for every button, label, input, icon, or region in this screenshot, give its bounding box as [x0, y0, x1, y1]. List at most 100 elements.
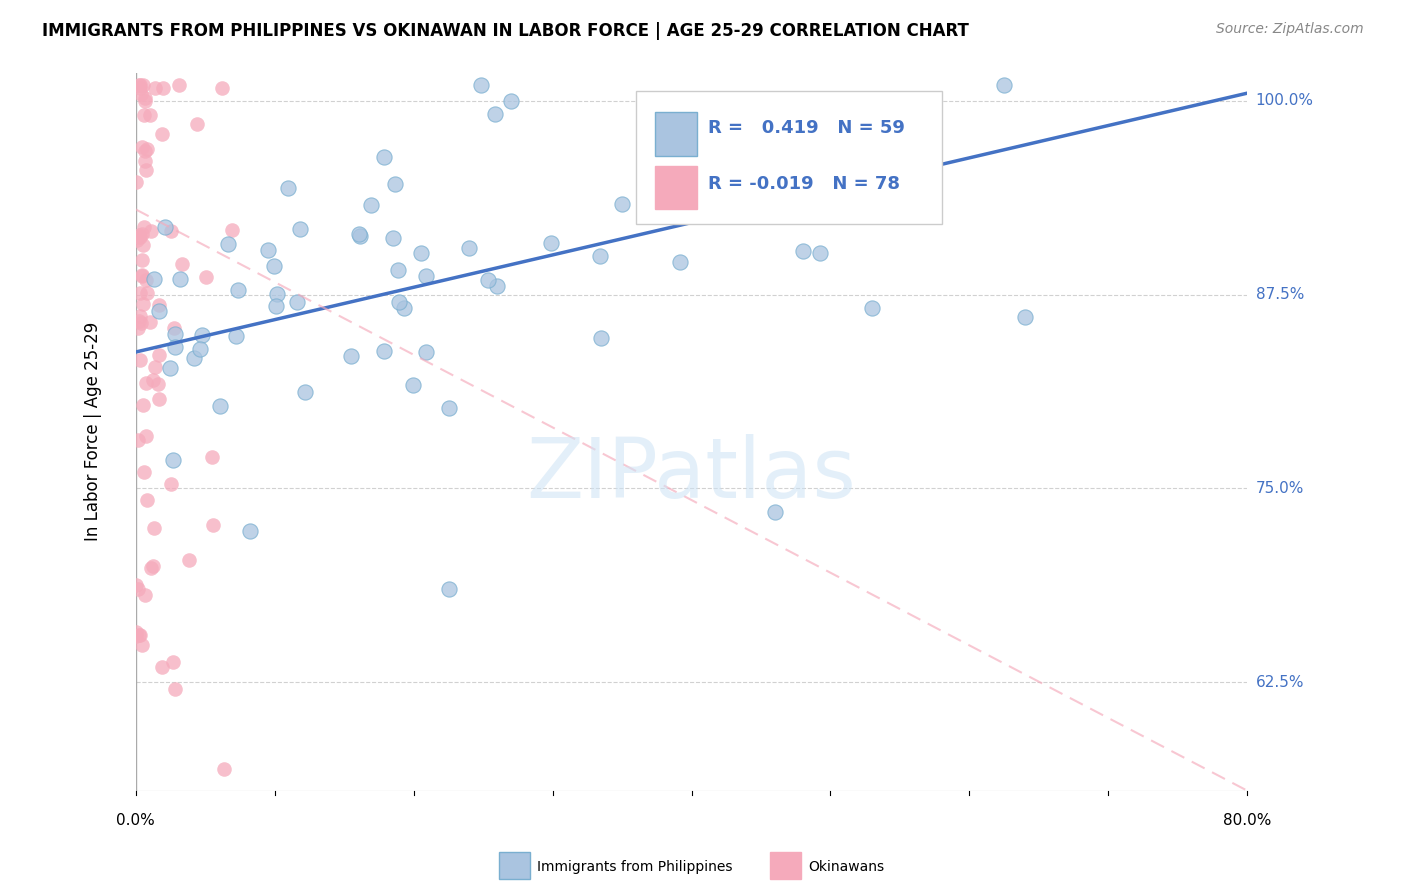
- Point: [159, 477, 181, 491]
- Point: [190, 327, 212, 342]
- Point: [257, 243, 280, 257]
- Point: [226, 283, 249, 297]
- Point: [165, 327, 187, 342]
- Point: [591, 331, 613, 345]
- Point: [349, 228, 371, 243]
- Point: [470, 78, 492, 93]
- Point: [134, 145, 156, 159]
- Point: [143, 272, 166, 286]
- Point: [128, 353, 150, 368]
- Point: [143, 80, 166, 95]
- Point: [148, 392, 170, 406]
- Point: [860, 301, 883, 315]
- Text: 100.0%: 100.0%: [1256, 94, 1313, 109]
- Point: [141, 224, 163, 238]
- Point: [129, 230, 152, 244]
- Point: [340, 349, 363, 363]
- Text: 0.0%: 0.0%: [117, 813, 155, 828]
- Point: [360, 198, 382, 212]
- Point: [135, 429, 157, 443]
- Point: [993, 78, 1015, 93]
- Point: [131, 268, 153, 283]
- Point: [152, 81, 174, 95]
- Point: [128, 628, 150, 642]
- Point: [201, 450, 224, 465]
- Point: [221, 222, 243, 236]
- Point: [129, 87, 152, 102]
- Point: [129, 285, 152, 300]
- Text: Okinawans: Okinawans: [808, 860, 884, 874]
- Text: R =   0.419   N = 59: R = 0.419 N = 59: [709, 120, 905, 137]
- Point: [188, 343, 211, 357]
- Point: [387, 263, 409, 277]
- Point: [148, 304, 170, 318]
- Point: [129, 81, 152, 95]
- Point: [127, 320, 149, 334]
- Point: [277, 180, 299, 194]
- Text: Immigrants from Philippines: Immigrants from Philippines: [537, 860, 733, 874]
- FancyBboxPatch shape: [655, 166, 697, 210]
- Point: [808, 246, 831, 260]
- Point: [138, 108, 160, 122]
- Point: [135, 493, 157, 508]
- Point: [135, 142, 157, 156]
- Point: [484, 107, 506, 121]
- Point: [669, 255, 692, 269]
- Point: [131, 638, 153, 652]
- Point: [128, 314, 150, 328]
- Point: [485, 278, 508, 293]
- Point: [239, 524, 262, 538]
- Point: [477, 273, 499, 287]
- Point: [146, 376, 169, 391]
- Text: 75.0%: 75.0%: [1256, 481, 1303, 496]
- Point: [610, 196, 633, 211]
- Point: [134, 108, 156, 122]
- Point: [141, 561, 163, 575]
- Point: [167, 78, 190, 93]
- Point: [294, 384, 316, 399]
- Point: [125, 624, 148, 639]
- Point: [347, 227, 370, 241]
- Point: [128, 227, 150, 242]
- Point: [763, 505, 786, 519]
- Point: [128, 627, 150, 641]
- Point: [792, 244, 814, 259]
- Point: [163, 321, 186, 335]
- Point: [153, 220, 176, 235]
- Point: [134, 153, 156, 168]
- Point: [148, 298, 170, 312]
- Point: [129, 309, 152, 323]
- Point: [165, 682, 187, 697]
- Point: [263, 260, 285, 274]
- Text: Source: ZipAtlas.com: Source: ZipAtlas.com: [1216, 22, 1364, 37]
- Point: [139, 315, 162, 329]
- Point: [499, 94, 522, 108]
- Point: [134, 90, 156, 104]
- Point: [142, 558, 165, 573]
- Point: [132, 297, 155, 311]
- Point: [1014, 310, 1036, 324]
- Point: [131, 78, 153, 93]
- Point: [132, 238, 155, 252]
- Point: [127, 234, 149, 248]
- Point: [382, 231, 405, 245]
- Point: [134, 219, 156, 234]
- Point: [131, 140, 153, 154]
- Point: [125, 175, 148, 189]
- Point: [437, 401, 460, 416]
- Point: [125, 577, 148, 591]
- Point: [159, 224, 181, 238]
- Point: [163, 340, 186, 354]
- Point: [129, 316, 152, 330]
- Point: [458, 241, 481, 255]
- Text: 62.5%: 62.5%: [1256, 674, 1305, 690]
- Point: [131, 227, 153, 242]
- Point: [134, 588, 156, 602]
- Point: [134, 94, 156, 108]
- Point: [212, 762, 235, 776]
- Point: [186, 117, 208, 131]
- Point: [143, 521, 166, 535]
- Point: [225, 329, 247, 343]
- Point: [183, 351, 205, 365]
- Point: [148, 348, 170, 362]
